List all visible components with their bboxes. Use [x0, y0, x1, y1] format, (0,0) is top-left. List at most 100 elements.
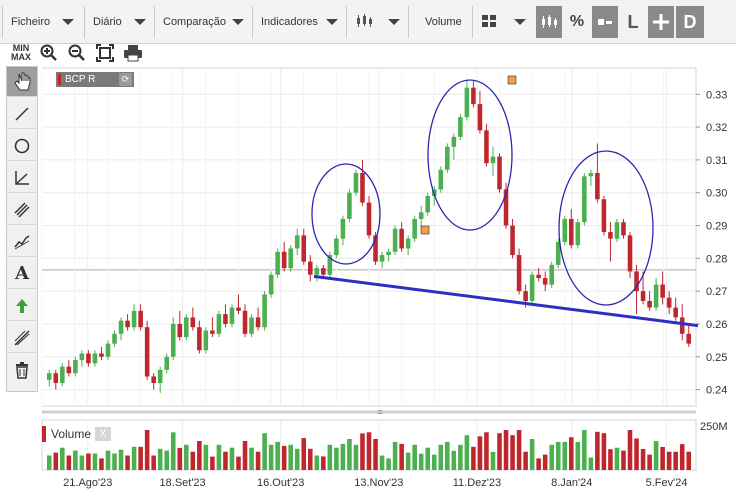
volume-bar [438, 444, 444, 470]
x-tick-label: 8.Jan'24 [551, 477, 592, 489]
volume-bar [216, 444, 222, 470]
d-button[interactable]: D [676, 6, 704, 38]
candle-mode-button[interactable] [536, 6, 562, 38]
zoom-in-button[interactable] [38, 42, 60, 64]
percent-label: % [569, 13, 585, 30]
volume-bar [340, 443, 346, 470]
volume-bar [536, 458, 541, 470]
candle-body [268, 274, 274, 295]
d-label: D [683, 11, 697, 32]
candle-body [157, 369, 163, 384]
chart-type-menu[interactable] [346, 6, 408, 38]
candle-body [242, 310, 248, 334]
volume-bar [131, 446, 137, 470]
y-tick-label: 0.30 [706, 188, 727, 200]
percent-button[interactable]: % [564, 6, 590, 38]
candle-body [190, 317, 196, 328]
candle-body [170, 323, 176, 357]
volume-bar [686, 451, 692, 470]
pitchfork-tool[interactable] [7, 227, 37, 257]
minmax-button[interactable]: MIN MAX [10, 42, 32, 64]
candle-body [425, 195, 431, 213]
volume-bar [294, 448, 300, 470]
series-label[interactable]: BCP R ⟳ [56, 72, 134, 87]
angle-tool[interactable] [7, 163, 37, 193]
volume-bar [451, 450, 457, 470]
volume-bar [223, 451, 228, 470]
zoom-out-button[interactable] [66, 42, 88, 64]
text-tool[interactable]: A [7, 259, 37, 289]
linear-label: L [627, 11, 639, 32]
volume-bar [301, 438, 307, 470]
volume-bar [347, 439, 352, 470]
delete-tool[interactable] [7, 355, 37, 385]
candle-body [327, 255, 333, 275]
chevron-down-icon [134, 19, 146, 25]
arrow-tool[interactable] [7, 291, 37, 321]
candle-body [412, 218, 417, 239]
candle-body [575, 222, 581, 246]
volume-bar [445, 441, 450, 470]
candle-body [392, 228, 398, 252]
x-tick-label: 18.Set'23 [160, 477, 206, 489]
candle-body [86, 353, 91, 364]
zoom-in-icon [40, 44, 57, 61]
x-tick-label: 16.Out'23 [257, 477, 304, 489]
candle-body [314, 268, 320, 275]
log-scale-button[interactable] [592, 6, 618, 38]
candle-body [379, 255, 385, 262]
indicators-menu[interactable]: Indicadores [252, 6, 346, 38]
fibonacci-tool[interactable] [7, 323, 37, 353]
candle-body [653, 284, 659, 308]
close-volume-button[interactable]: X [95, 427, 112, 441]
compare-menu-label: Comparação [163, 16, 226, 28]
crosshair-button[interactable] [648, 6, 674, 38]
fibonacci-icon [14, 329, 30, 346]
period-menu[interactable]: Diário [84, 6, 154, 38]
candle-body [673, 307, 678, 318]
candle-body [614, 222, 620, 239]
arrow-up-icon [16, 298, 28, 313]
candle-body [660, 284, 665, 298]
volume-bar [510, 435, 515, 470]
candle-body [601, 199, 607, 233]
linear-button[interactable]: L [620, 6, 646, 38]
line-tool[interactable] [7, 99, 37, 129]
pointer-tool[interactable] [7, 67, 37, 97]
candle-body [144, 327, 150, 377]
print-button[interactable] [122, 42, 144, 64]
candle-body [60, 366, 65, 384]
candle-body [249, 317, 254, 334]
volume-bar [262, 433, 267, 470]
channel-tool[interactable] [7, 195, 37, 225]
compare-menu[interactable]: Comparação [154, 6, 252, 38]
candle-body [366, 202, 372, 236]
volume-bar [523, 451, 528, 470]
layout-menu[interactable] [472, 6, 534, 38]
candle-body [216, 314, 222, 334]
volume-bar [334, 447, 339, 470]
y-tick-label: 0.25 [706, 352, 727, 364]
candle-body [255, 317, 261, 328]
volume-bar [144, 430, 150, 470]
volume-bar [647, 454, 652, 470]
file-menu[interactable]: Ficheiro [2, 6, 82, 38]
fit-button[interactable] [94, 42, 116, 64]
volume-bar [236, 456, 241, 470]
volume-bar [399, 443, 404, 470]
candle-body [640, 291, 646, 301]
candle-body [686, 333, 692, 344]
volume-bar [542, 454, 548, 470]
series-label-text: BCP R [65, 74, 96, 85]
candle-body [321, 268, 326, 275]
candle-body [288, 248, 293, 269]
circle-tool[interactable] [7, 131, 37, 161]
refresh-icon[interactable]: ⟳ [119, 73, 132, 86]
volume-bar [184, 444, 189, 470]
candle-body [112, 333, 117, 344]
volume-bar [431, 454, 437, 470]
candle-body [53, 373, 59, 384]
volume-menu[interactable]: Volume [408, 6, 472, 38]
candle-body [595, 173, 600, 200]
